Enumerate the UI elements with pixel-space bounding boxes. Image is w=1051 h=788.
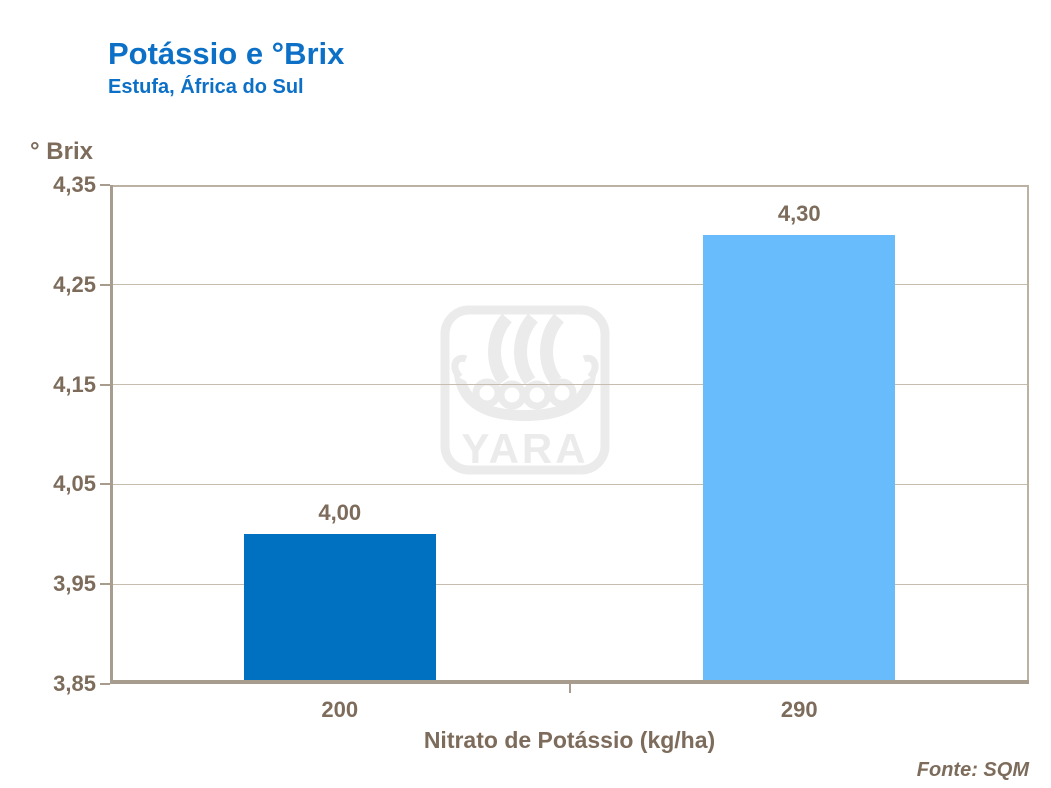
x-boundary-tick [568,684,571,693]
gridline [110,384,1029,386]
x-axis-line [110,680,1029,684]
gridline [110,583,1029,585]
bar [243,534,436,680]
y-axis-labels: 3,85 3,95 4,05 4,15 4,25 4,35 [0,173,110,696]
y-tick-label: 3,85 [53,671,96,696]
bar-value-label: 4,30 [777,200,821,226]
source-note: Fonte: SQM [916,759,1029,781]
bar-value-label: 4,00 [318,500,362,526]
y-tick-label: 3,95 [53,571,96,597]
x-axis-title: Nitrato de Potássio (kg/ha) [423,727,716,753]
y-tick-mark [100,283,110,286]
y-tick-label: 4,25 [53,271,96,297]
y-tick-label: 4,15 [53,371,96,397]
y-axis-unit-label: ° Brix [30,138,93,165]
title-block: Potássio e °Brix Estufa, África do Sul [108,36,344,99]
y-tick-mark [100,184,110,186]
plot-frame-right [1027,185,1029,684]
yara-ship-watermark-icon: YARA [440,305,610,475]
y-tick-label: 4,35 [53,172,96,197]
plot-area: YARA 4,00 4,30 [110,185,1029,684]
bar [703,234,896,680]
y-tick-mark [100,683,110,685]
x-category-label: 200 [321,697,359,722]
y-tick-mark [100,583,110,586]
chart-subtitle: Estufa, África do Sul [108,76,304,98]
watermark-text: YARA [461,425,588,472]
x-category-label: 290 [780,697,818,722]
y-tick-mark [100,483,110,486]
chart-title: Potássio e °Brix [108,36,345,71]
y-axis-line [110,185,113,684]
plot-frame-top [110,185,1029,187]
y-tick-mark [100,383,110,386]
gridline [110,483,1029,485]
y-tick-label: 4,05 [53,471,96,497]
gridline [110,284,1029,286]
x-category-labels: 200 290 [110,697,1029,725]
